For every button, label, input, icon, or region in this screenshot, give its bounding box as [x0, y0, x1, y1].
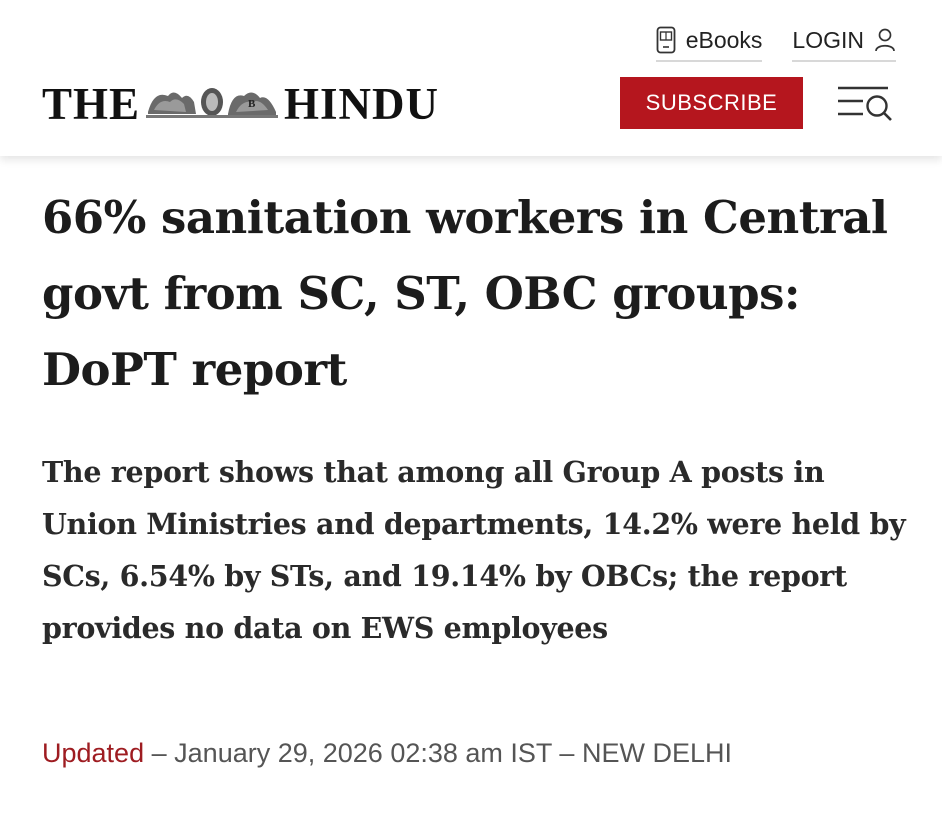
svg-text:B: B	[248, 98, 256, 110]
user-icon	[874, 28, 896, 52]
article-location: NEW DELHI	[581, 738, 732, 768]
menu-search-icon[interactable]	[836, 84, 894, 124]
meta-separator: –	[151, 738, 167, 768]
updated-label: Updated	[42, 738, 145, 768]
logo-emblem-icon: B	[144, 82, 280, 127]
article-headline: 66% sanitation workers in Central govt f…	[42, 191, 888, 396]
ebooks-label: eBooks	[685, 26, 763, 53]
subscribe-button[interactable]: SUBSCRIBE	[620, 77, 803, 129]
site-logo[interactable]: THE B HINDU	[42, 82, 439, 127]
login-label: LOGIN	[792, 26, 864, 53]
article-summary: The report shows that among all Group A …	[42, 455, 906, 645]
article-meta: Updated – January 29, 2026 02:38 am IST …	[42, 738, 732, 769]
logo-text-the: THE	[42, 79, 141, 129]
logo-text-hindu: HINDU	[284, 79, 440, 129]
site-header: eBooks LOGIN THE B	[0, 0, 942, 156]
meta-separator-2: –	[559, 738, 575, 768]
ebooks-link[interactable]: eBooks	[655, 26, 763, 62]
login-link[interactable]: LOGIN	[792, 27, 896, 62]
article-date: January 29, 2026 02:38 am IST	[174, 738, 552, 768]
ebook-reader-icon	[656, 26, 676, 54]
top-links: eBooks LOGIN	[655, 26, 896, 62]
